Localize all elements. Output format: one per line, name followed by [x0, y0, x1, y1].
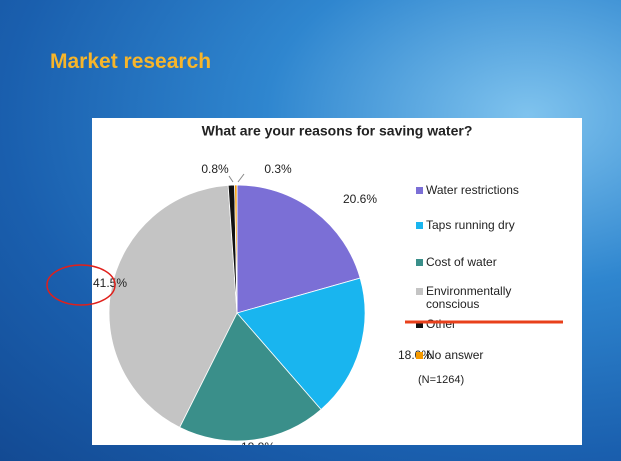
legend-entry: Environmentally conscious [416, 284, 544, 311]
leader-line [237, 173, 245, 183]
data-label: 20.6% [343, 192, 377, 206]
legend-swatch [416, 288, 423, 295]
legend-label: Environmentally conscious [426, 284, 512, 311]
legend-swatch [416, 321, 423, 328]
legend-entry: Cost of water [416, 255, 544, 269]
legend-entry: Water restrictions [416, 183, 544, 197]
slide-title: Market research [50, 50, 212, 73]
pie-slice [236, 277, 366, 411]
pie-slice [236, 184, 361, 314]
data-label: 41.5% [93, 276, 127, 290]
data-label: 0.3% [264, 162, 292, 176]
legend-label: Taps running dry [426, 218, 515, 232]
legend-swatch [416, 259, 423, 266]
chart-title: What are your reasons for saving water? [202, 123, 473, 139]
pie-slice [179, 312, 322, 442]
data-label: 0.8% [201, 162, 229, 176]
legend-swatch [416, 187, 423, 194]
data-label: 18.8% [241, 440, 275, 445]
legend-entry: No answer [416, 348, 544, 362]
legend-swatch [416, 222, 423, 229]
legend-entry: Other [416, 317, 544, 331]
chart-box: What are your reasons for saving water? … [92, 118, 582, 445]
legend-label: Other [426, 317, 457, 331]
annotation: (N=1264) [418, 374, 465, 386]
legend-label: No answer [426, 348, 484, 362]
chart: What are your reasons for saving water? … [93, 123, 473, 445]
data-label: 18.0% [398, 348, 432, 362]
legend-swatch [416, 352, 423, 359]
legend-entry: Taps running dry [416, 218, 544, 232]
legend-label: Water restrictions [426, 183, 519, 197]
legend-label: Cost of water [426, 255, 497, 269]
leader-line [228, 175, 234, 183]
pie-slice [234, 184, 238, 314]
